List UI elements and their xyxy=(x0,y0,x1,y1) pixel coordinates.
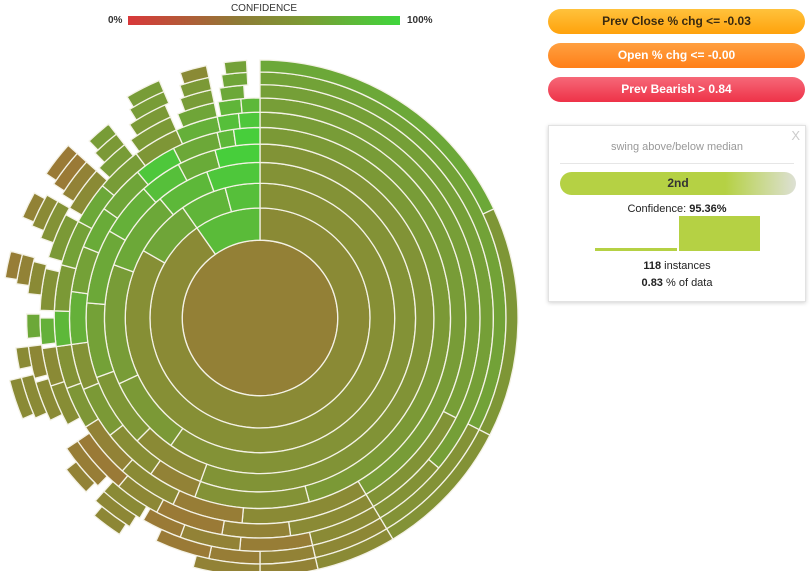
sunburst-segment[interactable] xyxy=(68,290,89,346)
sunburst-segment[interactable] xyxy=(8,376,35,420)
filter-button-prev-bearish[interactable]: Prev Bearish > 0.84 xyxy=(548,77,805,102)
details-panel: X swing above/below median 2nd Confidenc… xyxy=(548,125,806,302)
sunburst-segment[interactable] xyxy=(224,182,261,213)
sunburst-segment[interactable] xyxy=(181,239,339,397)
legend-gradient-bar xyxy=(128,16,400,25)
sunburst-segment[interactable] xyxy=(65,460,96,493)
sunburst-segment[interactable] xyxy=(4,250,24,281)
histogram-bar-1 xyxy=(595,247,677,251)
confidence-label: Confidence: xyxy=(627,203,687,215)
percent-text: 0.83 % of data xyxy=(549,277,805,289)
selected-class-pill: 2nd xyxy=(560,172,796,195)
instances-value: 118 xyxy=(643,260,662,272)
sunburst-segment[interactable] xyxy=(192,554,261,571)
histogram-bar-2 xyxy=(679,216,760,251)
sunburst-segment[interactable] xyxy=(25,313,42,340)
sunburst-segment[interactable] xyxy=(21,192,46,223)
sunburst-segment[interactable] xyxy=(232,126,261,147)
sunburst-segment[interactable] xyxy=(53,310,73,348)
legend-title: CONFIDENCE xyxy=(230,3,298,14)
sunburst-segment[interactable] xyxy=(45,144,79,182)
sunburst-segment[interactable] xyxy=(93,505,127,536)
sunburst-chart xyxy=(4,59,519,571)
instances-label: instances xyxy=(664,260,711,272)
confidence-value: 95.36% xyxy=(689,203,727,215)
sunburst-segment[interactable] xyxy=(223,59,248,76)
divider xyxy=(560,163,794,164)
sunburst-segment[interactable] xyxy=(240,97,261,114)
sunburst-segment[interactable] xyxy=(39,267,61,312)
sunburst-segment[interactable] xyxy=(15,345,33,370)
sunburst-segment[interactable] xyxy=(126,79,165,109)
legend-max-label: 100% xyxy=(407,15,433,26)
sunburst-segment[interactable] xyxy=(237,111,261,130)
instances-text: 118 instances xyxy=(549,260,805,272)
sunburst-segment[interactable] xyxy=(27,344,49,380)
filter-button-open[interactable]: Open % chg <= -0.00 xyxy=(548,43,805,68)
panel-title: swing above/below median xyxy=(610,141,744,153)
filter-button-prev-close[interactable]: Prev Close % chg <= -0.03 xyxy=(548,9,805,34)
percent-label: % of data xyxy=(666,277,713,289)
legend-min-label: 0% xyxy=(108,15,123,26)
sunburst-segment[interactable] xyxy=(221,519,292,539)
confidence-text: Confidence: 95.36% xyxy=(549,203,805,215)
sunburst-segment[interactable] xyxy=(155,528,213,560)
percent-value: 0.83 xyxy=(641,277,663,289)
sunburst-segment[interactable] xyxy=(88,123,118,152)
close-icon[interactable]: X xyxy=(791,128,800,143)
sunburst-segment[interactable] xyxy=(179,64,210,85)
sunburst-segment[interactable] xyxy=(39,317,57,346)
